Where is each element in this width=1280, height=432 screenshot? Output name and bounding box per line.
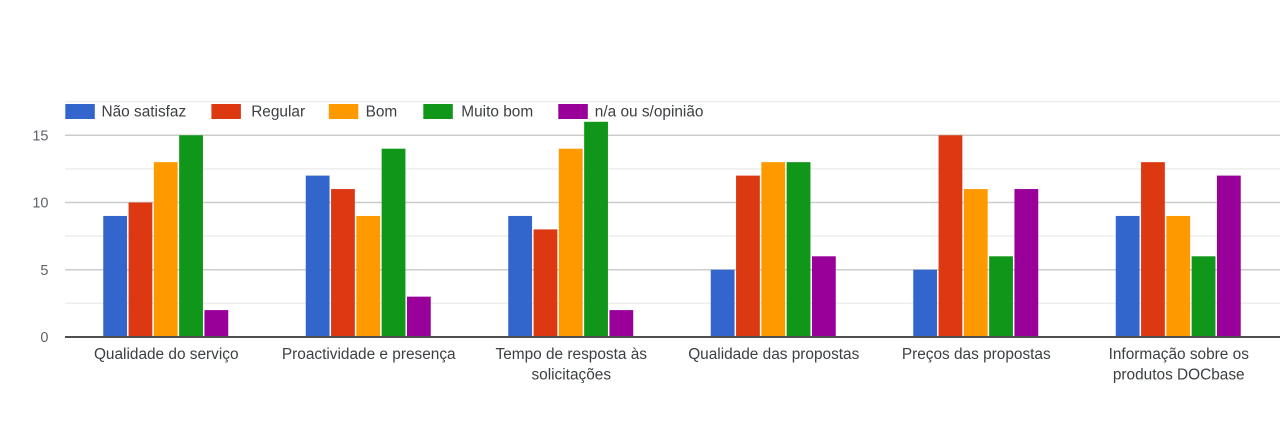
svg-text:5: 5: [40, 263, 48, 279]
svg-text:Muito bom: Muito bom: [461, 104, 533, 121]
svg-text:Qualidade do serviço: Qualidade do serviço: [94, 346, 239, 363]
svg-text:Bom: Bom: [366, 104, 398, 121]
svg-text:Informação sobre os: Informação sobre os: [1109, 346, 1250, 363]
svg-text:Qualidade das propostas: Qualidade das propostas: [688, 346, 859, 363]
svg-text:Não satisfaz: Não satisfaz: [102, 104, 187, 121]
svg-text:Regular: Regular: [251, 104, 305, 121]
svg-text:solicitações: solicitações: [531, 367, 611, 384]
svg-text:Proactividade e presença: Proactividade e presença: [282, 346, 456, 363]
svg-text:Preços das propostas: Preços das propostas: [902, 346, 1051, 363]
svg-text:10: 10: [32, 196, 48, 212]
svg-text:Tempo de resposta às: Tempo de resposta às: [496, 346, 648, 363]
svg-text:produtos DOCbase: produtos DOCbase: [1113, 367, 1245, 384]
svg-text:0: 0: [40, 330, 48, 346]
svg-text:n/a ou s/opinião: n/a ou s/opinião: [595, 104, 704, 121]
svg-text:15: 15: [32, 128, 48, 144]
